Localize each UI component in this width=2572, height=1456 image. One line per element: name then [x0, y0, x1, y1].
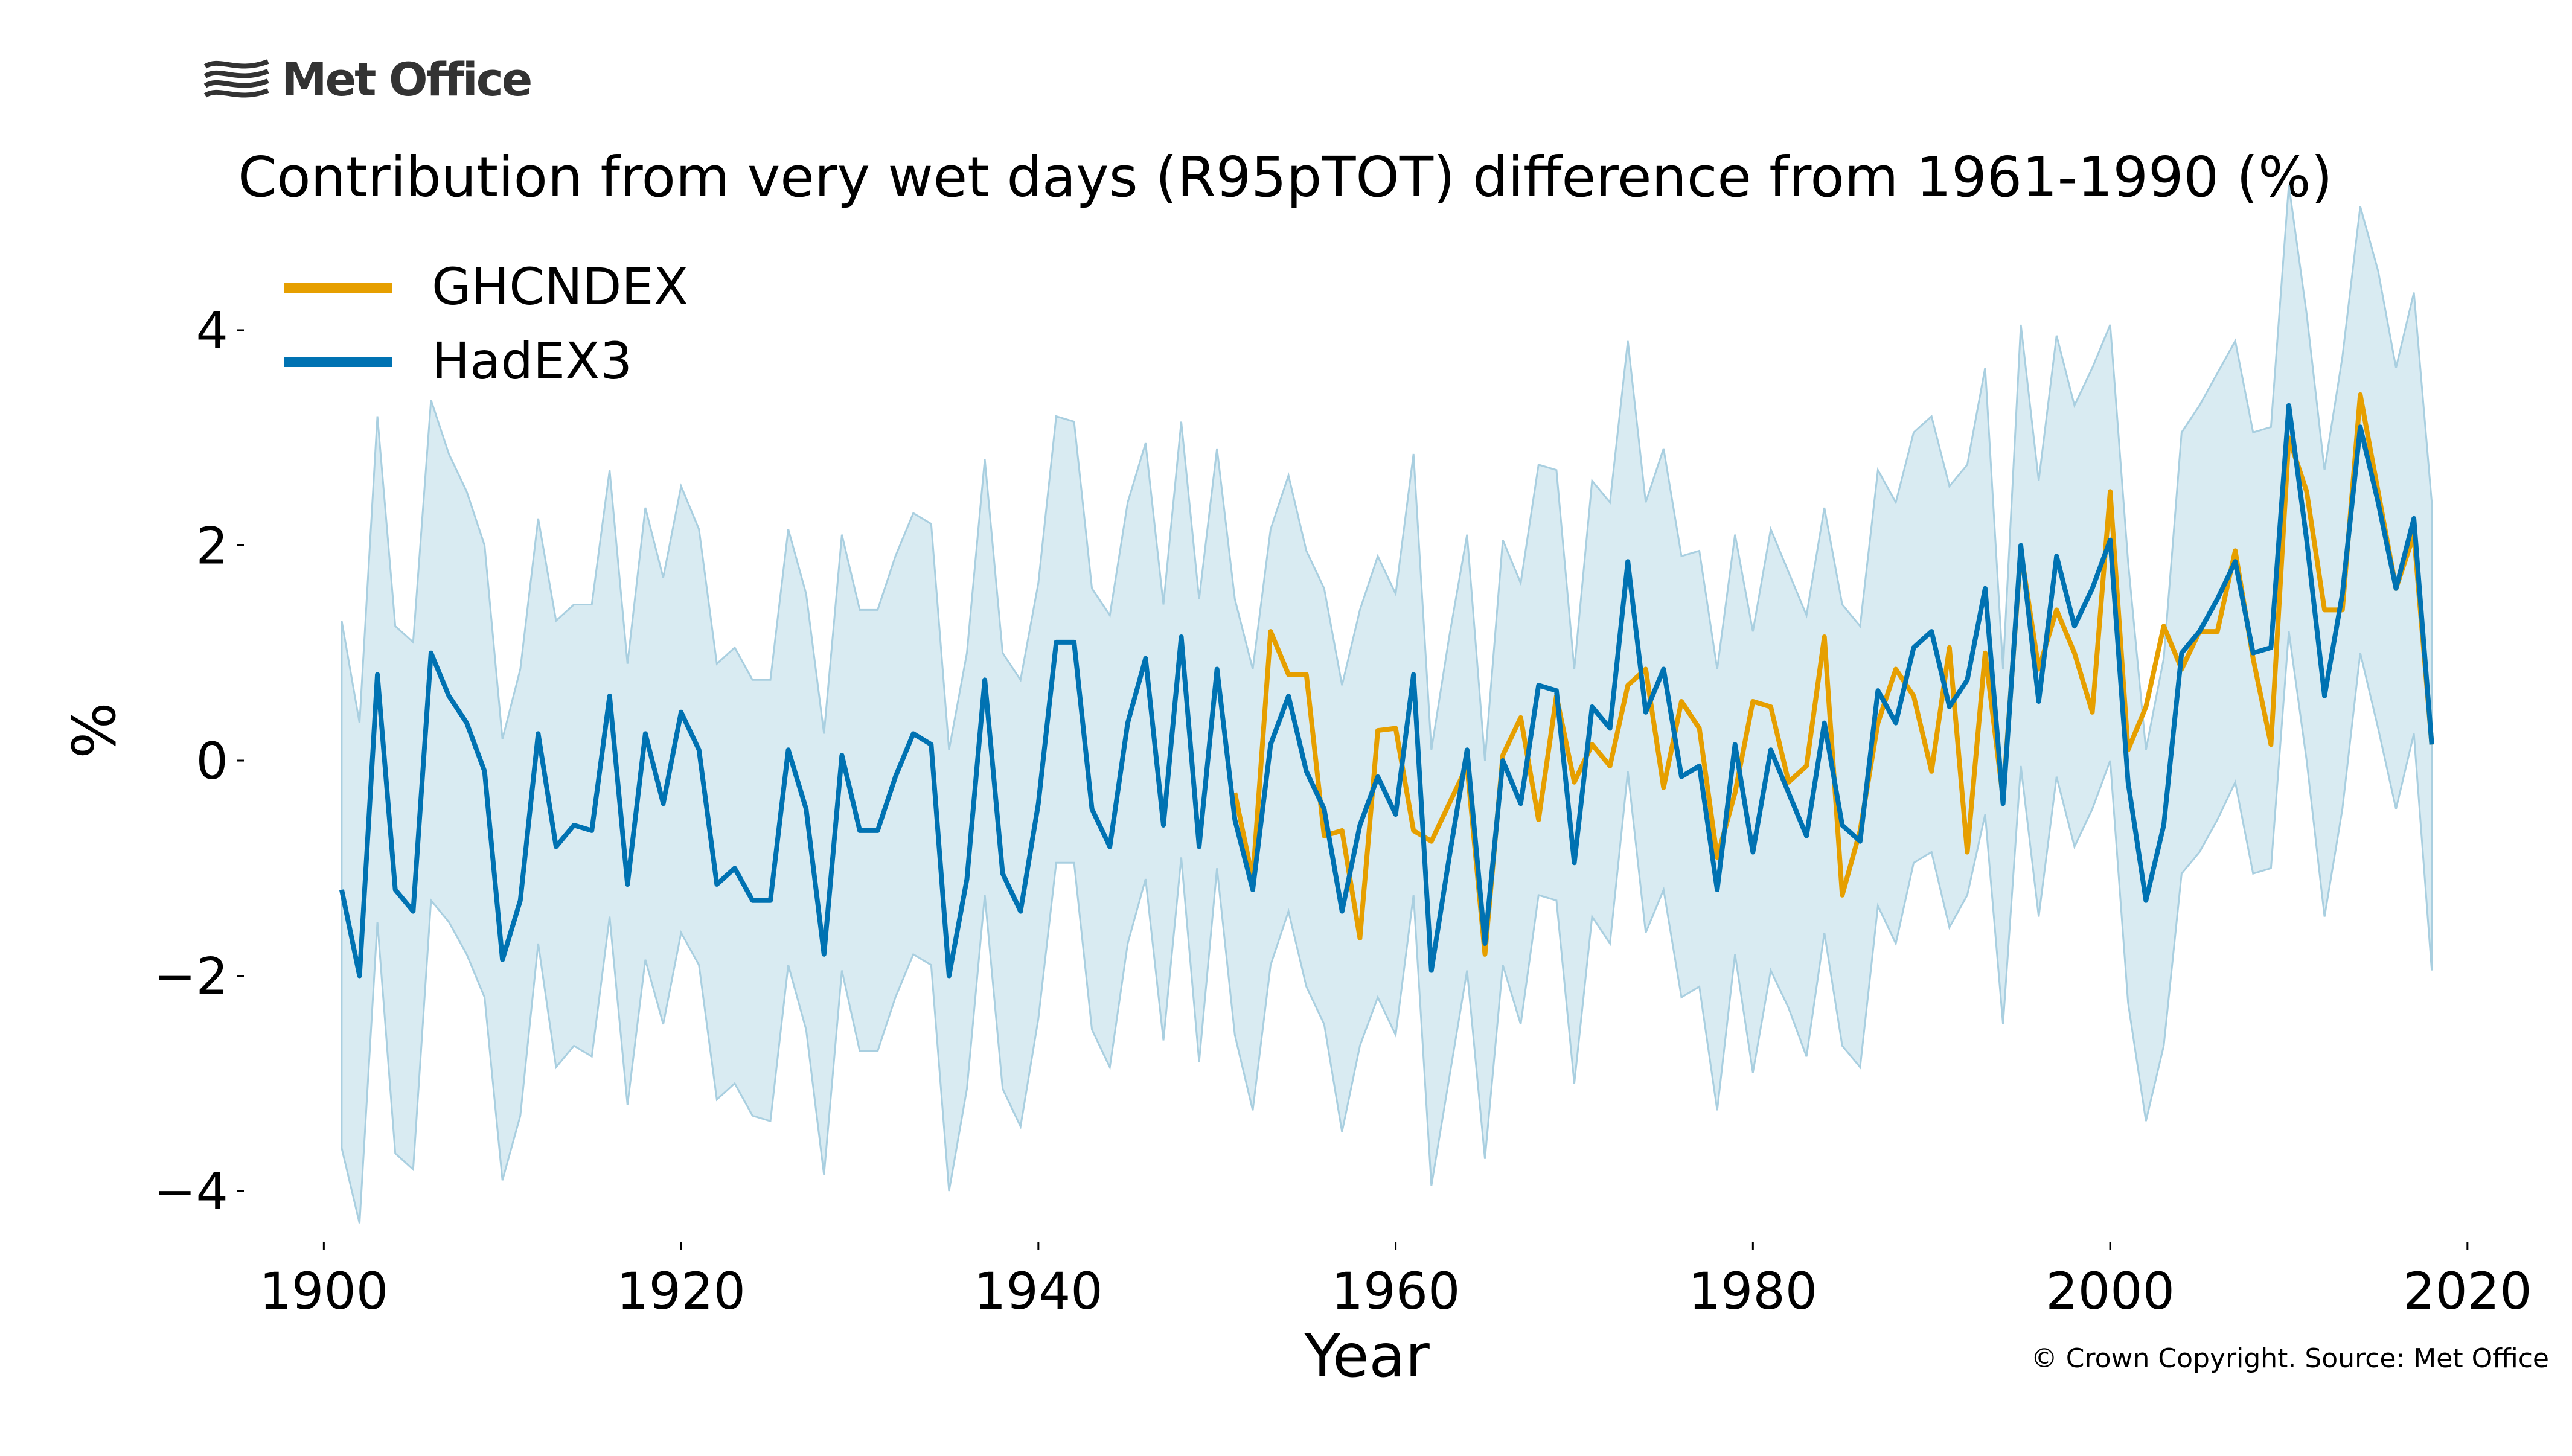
- series-layer: [339, 392, 2434, 979]
- y-tick-label: 0: [196, 732, 228, 791]
- logo-text: Met Office: [281, 52, 533, 106]
- x-axis-label: Year: [1304, 1322, 1430, 1391]
- x-tick-label: 1900: [259, 1262, 388, 1321]
- copyright-credit: © Crown Copyright. Source: Met Office: [2030, 1343, 2549, 1374]
- y-axis-label: %: [60, 702, 129, 758]
- wave-logo-icon: [203, 59, 269, 98]
- uncertainty-band: [341, 185, 2433, 1224]
- x-tick-label: 1940: [974, 1262, 1103, 1321]
- legend-label-hadex3: HadEX3: [432, 331, 632, 391]
- y-tick-label: −2: [153, 947, 228, 1006]
- x-tick-label: 2020: [2403, 1262, 2532, 1321]
- legend: GHCNDEX HadEX3: [284, 257, 688, 391]
- x-tick-label: 2000: [2046, 1262, 2175, 1321]
- met-office-logo: Met Office: [203, 52, 533, 106]
- x-tick-label: 1920: [616, 1262, 746, 1321]
- x-tick-label: 1960: [1331, 1262, 1460, 1321]
- y-tick-label: 2: [196, 516, 228, 575]
- x-tick-label: 1980: [1688, 1262, 1817, 1321]
- axes-layer: 4 2 0 −2 −4 1900 1920 1940 1960 1980 2000 2020: [153, 301, 2532, 1321]
- hadex3-line: [339, 403, 2434, 979]
- chart-title: Contribution from very wet days (R95pTOT…: [238, 145, 2333, 209]
- band-layer: [341, 185, 2433, 1224]
- legend-label-ghcndex: GHCNDEX: [432, 257, 688, 316]
- y-tick-label: 4: [196, 301, 228, 360]
- y-tick-label: −4: [153, 1162, 228, 1221]
